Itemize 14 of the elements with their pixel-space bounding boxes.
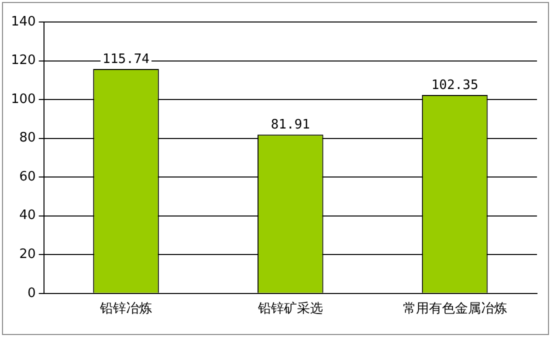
data-label: 81.91 xyxy=(270,117,310,132)
y-tick-label: 40 xyxy=(19,208,36,224)
x-tick-label: 常用有色金属冶炼 xyxy=(402,302,507,317)
y-tick-label: 120 xyxy=(10,53,36,68)
y-tick-label: 80 xyxy=(19,130,36,146)
y-tick-label: 60 xyxy=(19,169,36,184)
x-tick-label: 铅锌冶炼 xyxy=(99,302,152,317)
y-tick-label: 0 xyxy=(28,286,36,301)
y-tick-label: 100 xyxy=(10,92,36,107)
y-tick-label: 140 xyxy=(10,14,36,30)
data-label: 102.35 xyxy=(431,78,478,93)
x-tick-label: 铅锌矿采选 xyxy=(256,302,323,317)
y-tick-label: 20 xyxy=(19,247,36,262)
data-label: 115.74 xyxy=(102,52,150,67)
